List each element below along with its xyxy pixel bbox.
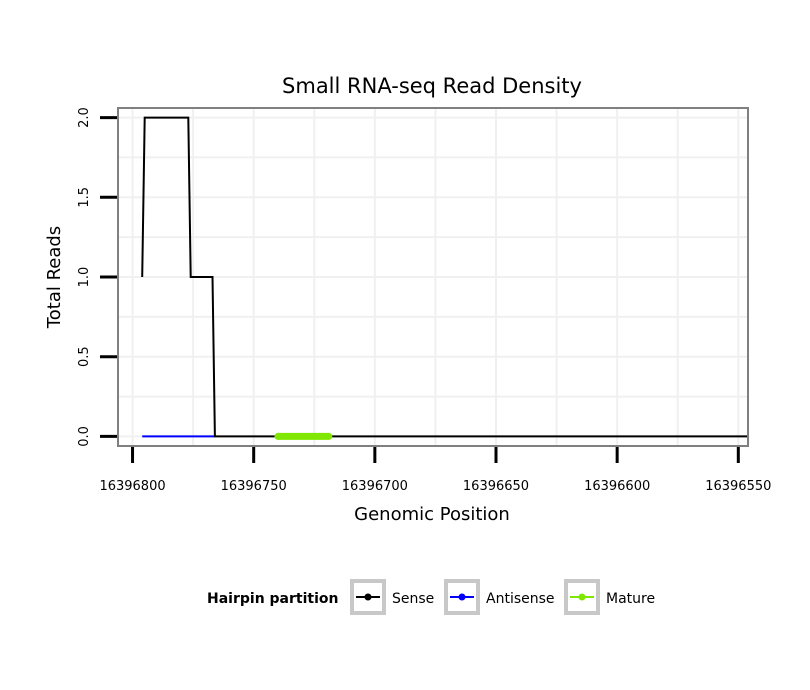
y-tick-label: 1.0 — [77, 267, 92, 288]
x-tick-label: 16396800 — [99, 479, 165, 494]
y-tick-label: 1.5 — [77, 187, 92, 208]
legend-item-sense: Sense — [350, 579, 434, 615]
legend-title: Hairpin partition — [207, 591, 338, 607]
chart-title: Small RNA-seq Read Density — [282, 74, 582, 98]
x-tick-label: 16396600 — [584, 479, 650, 494]
x-tick-label: 16396550 — [705, 479, 771, 494]
y-axis: 0.0 0.5 1.0 1.5 2.0 — [77, 107, 117, 447]
series-point-mature — [325, 432, 333, 440]
legend: Hairpin partition Sense Antisense Mature — [207, 579, 655, 615]
legend-label: Mature — [606, 591, 655, 607]
panel-border — [117, 107, 749, 447]
legend-item-mature: Mature — [564, 579, 655, 615]
y-axis-title: Total Reads — [44, 226, 65, 329]
x-tick-label: 16396750 — [221, 479, 287, 494]
y-tick-label: 0.5 — [77, 346, 92, 367]
legend-key-point — [364, 593, 372, 601]
x-tick-label: 16396650 — [463, 479, 529, 494]
x-axis: 16396800 16396750 16396700 16396650 16396600… — [99, 447, 771, 494]
series-layer — [141, 116, 748, 440]
legend-key-point — [458, 593, 466, 601]
legend-label: Sense — [392, 591, 434, 607]
x-tick-label: 16396700 — [342, 479, 408, 494]
series-point-mature — [274, 432, 282, 440]
y-tick-label: 2.0 — [77, 107, 92, 128]
legend-item-antisense: Antisense — [444, 579, 555, 615]
legend-key-point — [578, 593, 586, 601]
x-axis-title: Genomic Position — [354, 504, 510, 525]
legend-label: Antisense — [486, 591, 555, 607]
series-line-sense — [141, 116, 748, 438]
y-tick-label: 0.0 — [77, 426, 92, 447]
